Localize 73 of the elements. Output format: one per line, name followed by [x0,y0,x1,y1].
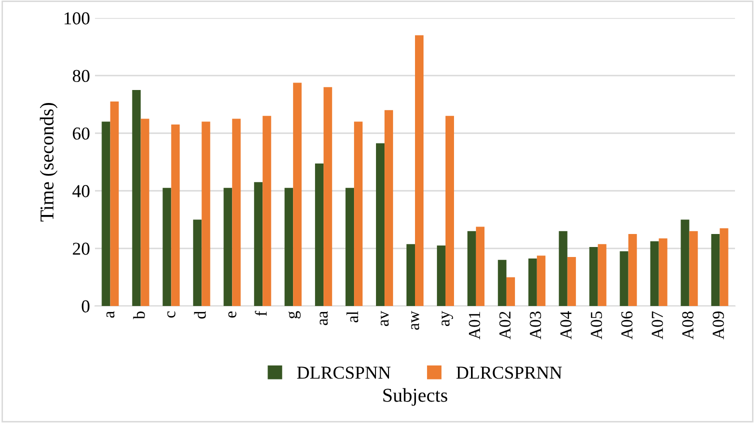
bar [376,143,385,306]
bar [415,35,424,306]
x-tick-label: A09 [712,312,724,340]
bar [467,231,476,306]
bar [102,122,110,306]
x-tick-label: e [228,311,236,318]
bar [620,251,628,306]
x-tick-label: A01 [468,312,480,340]
legend-label: DLRCSPRNN [456,366,562,379]
bar [284,188,294,306]
bar [293,82,302,306]
y-tick-label: 0 [82,300,90,312]
bar [232,118,241,306]
x-tick-label: f [254,310,267,316]
bar [720,228,728,306]
bar [162,188,172,306]
bar [436,246,446,306]
bar [506,277,515,306]
bar [224,188,232,306]
bar [132,90,141,306]
bar [650,241,659,306]
bar [689,231,698,306]
bar [558,231,568,306]
bar [346,188,354,306]
bar [658,238,668,306]
bar [262,116,272,306]
x-tick-label: A08 [682,311,694,340]
x-tick-label: c [167,311,176,318]
bar [406,244,415,306]
y-tick-label: 60 [72,127,90,140]
bar [315,163,324,306]
x-tick-label: ay [442,310,454,326]
legend-label: DLRCSPNN [297,366,391,379]
bar [354,122,363,306]
bar [711,234,720,306]
x-tick-label: A05 [590,312,602,340]
bar [589,246,598,306]
bar [476,226,484,306]
x-tick-label: aw [411,310,420,330]
bar [324,87,332,306]
bar [193,220,202,306]
bar [254,182,263,306]
x-tick-label: A04 [560,311,572,340]
bar [598,244,606,306]
x-tick-label: A03 [530,312,542,340]
x-tick-label: A06 [621,311,633,340]
x-tick-label: aa [320,311,328,326]
x-tick-label: A02 [499,312,511,340]
bar [140,118,150,306]
y-axis-title: Time (seconds) [40,102,58,222]
bar [384,110,394,306]
x-tick-label: d [194,311,206,319]
bar [445,116,454,306]
x-tick-label: g [288,311,301,318]
x-tick-label: a [106,311,114,318]
x-tick-label: av [380,310,389,326]
x-axis-title: Subjects [383,388,448,406]
bar [567,257,576,306]
bar [628,234,637,306]
bar [110,102,119,306]
bar [536,256,546,306]
y-tick-label: 40 [72,185,90,198]
y-tick-label: 100 [64,12,90,24]
x-tick-label: b [133,311,145,320]
y-tick-label: 20 [72,242,90,255]
bar [171,124,180,306]
bar [680,220,690,306]
y-tick-label: 80 [72,70,90,82]
bar [202,122,210,306]
bar [498,260,506,306]
bar [528,258,537,306]
x-tick-label: A07 [652,311,663,340]
x-tick-label: al [346,311,358,322]
